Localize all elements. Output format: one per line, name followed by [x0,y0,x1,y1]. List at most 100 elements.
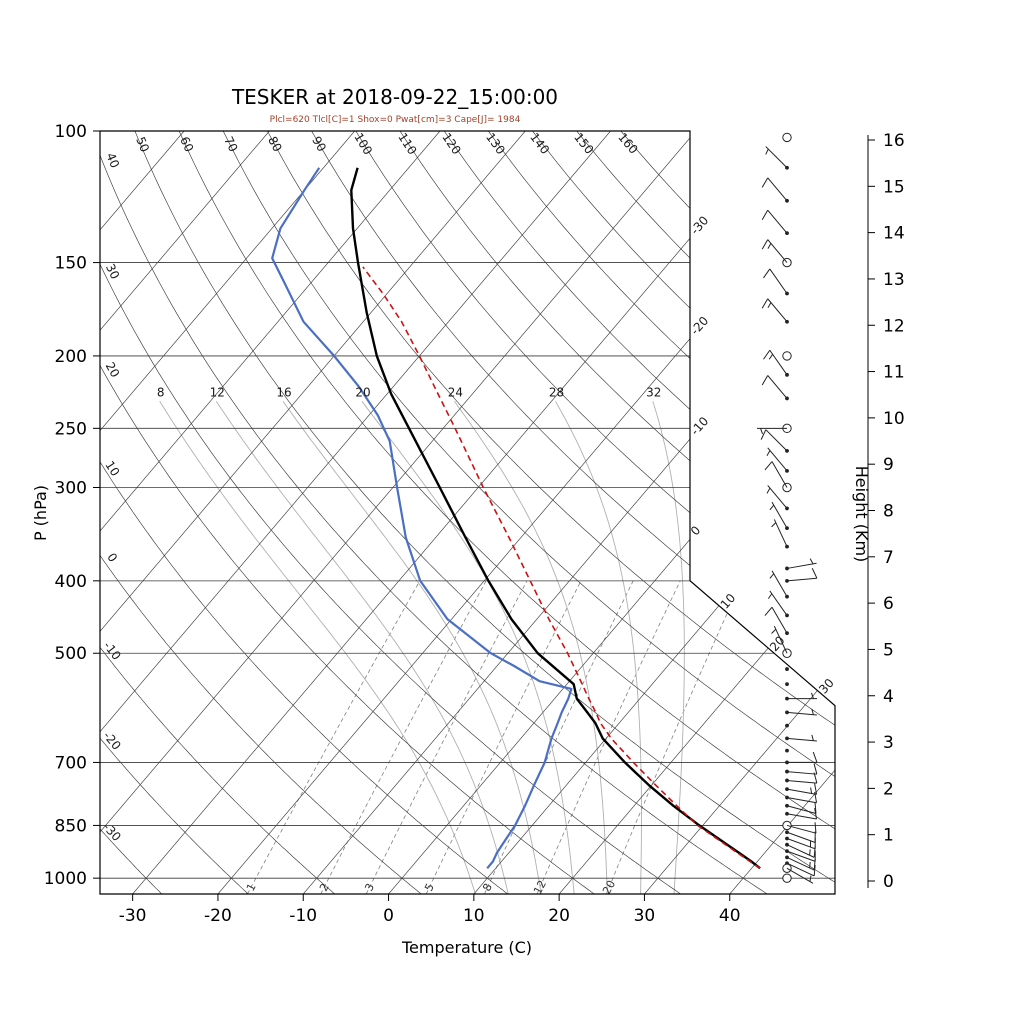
dry-adiabat-line [100,131,508,894]
wind-barbs [757,132,818,884]
wind-barb-staff [786,562,817,569]
sounding-profiles [271,167,761,870]
svg-text:8: 8 [883,502,894,522]
svg-text:-10: -10 [289,906,317,926]
isotherm-line [100,131,185,894]
height-axis-label: Height (Km) [852,466,871,563]
wind-barb-staff [786,577,817,582]
svg-text:12: 12 [883,316,905,336]
wind-station-dot [785,842,789,847]
dry-adiabat-line [488,131,835,894]
dry-adiabat-line [100,131,768,894]
svg-text:2: 2 [883,779,894,799]
svg-text:10: 10 [718,591,739,612]
svg-text:0: 0 [104,550,120,564]
wind-barb-staff [771,461,788,488]
wind-station-dot [785,736,789,741]
svg-text:500: 500 [55,644,87,664]
wind-station-dot [785,748,789,753]
dry-adiabat-line [100,131,336,894]
wind-barb-staff [786,844,815,858]
moist-adiabat-line [282,401,542,894]
isotherm-line [100,131,270,894]
wind-barb-staff [786,711,817,716]
wind-barb-staff [767,177,788,202]
wind-barb-staff [786,771,817,775]
dry-adiabat-line [100,131,681,894]
temperature-axis-label: Temperature (C) [401,938,532,957]
svg-text:10: 10 [102,458,122,478]
mixing-ratio-line [247,580,421,894]
svg-text:2: 2 [317,881,332,893]
svg-text:0: 0 [883,872,894,892]
wind-barb-staff [767,485,788,509]
dewpoint-curve [271,167,573,870]
wind-barb-staff [767,447,788,472]
isotherm-line [729,131,835,894]
wind-station-dot [785,710,789,715]
svg-text:8: 8 [480,881,495,893]
isotherm-line [100,131,697,894]
isotherm-line [132,131,782,894]
svg-text:150: 150 [55,254,87,274]
svg-text:10: 10 [883,409,905,429]
mixing-ratio-line [320,580,487,894]
svg-text:60: 60 [177,134,196,154]
wind-barb-staff [786,867,814,884]
wind-barb-staff [786,824,817,834]
wind-barb-staff [786,856,815,871]
temperature-curve [350,167,761,870]
wind-barb-staff [786,788,817,795]
svg-text:-20: -20 [688,314,712,338]
wind-barb-staff [786,737,817,742]
wind-barb-staff [765,146,788,169]
dry-adiabat-line [311,131,835,894]
wind-station-circle [782,132,792,143]
svg-text:24: 24 [448,385,463,399]
isotherm-line [100,131,611,894]
pressure-axis-label: P (hPa) [31,485,50,541]
isotherm-line [100,131,355,894]
dry-adiabat-line [178,131,835,894]
svg-text:6: 6 [883,594,894,614]
wind-barb-staff [771,606,788,634]
wind-station-circle [782,351,792,361]
svg-text:300: 300 [55,479,87,499]
svg-text:50: 50 [133,135,152,154]
wind-barb-staff [769,268,788,294]
svg-text:80: 80 [265,134,285,154]
isotherm-line [100,131,441,894]
svg-text:850: 850 [55,816,87,836]
moist-adiabat-line [652,401,685,894]
mixing-ratio-line [425,580,582,894]
wind-barb-staff [767,209,788,234]
dry-adiabat-line [355,131,835,894]
moist-adiabats [159,401,685,894]
wind-barb-staff [786,779,817,784]
svg-text:5: 5 [883,640,894,660]
svg-text:11: 11 [883,363,905,383]
dry-adiabat-line [399,131,835,894]
svg-text:8: 8 [157,385,165,399]
isotherm-line [473,131,835,894]
mixing-ratio-line [536,580,681,894]
svg-text:200: 200 [55,347,87,367]
svg-text:30: 30 [634,906,656,926]
wind-barb-staff [767,375,788,399]
wind-station-dot [785,667,789,671]
wind-barb-staff [769,590,788,616]
svg-text:-20: -20 [100,729,123,753]
mixing-ratio-lines [247,580,743,894]
wind-barb-staff [786,813,817,820]
svg-text:20: 20 [355,385,370,399]
moist-adiabat-line [215,401,509,894]
wind-station-dot [785,803,789,808]
grid-line-labels: -30 -20 -10 0 10 20 30 40 30 20 100 -10 -20 -30 50 60 70… [100,130,837,896]
isotherm-line [388,131,835,894]
svg-text:12: 12 [210,385,225,399]
svg-text:110: 110 [395,130,419,157]
wind-station-dot [785,723,789,728]
